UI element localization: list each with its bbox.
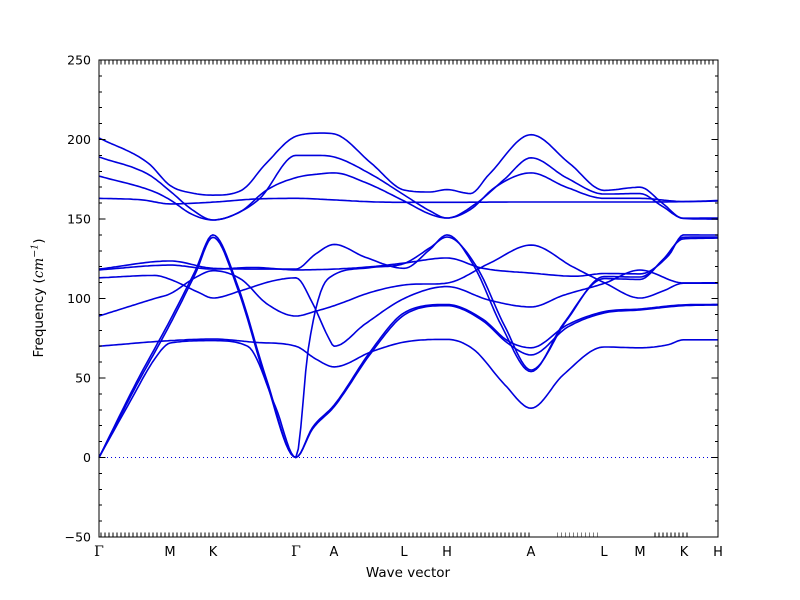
band-3-line [98, 236, 718, 459]
x-tick-label-8-L: L [600, 545, 608, 560]
x-tick-label-9-M: M [634, 545, 645, 560]
band-4-line [98, 338, 718, 409]
band-1-line [98, 236, 719, 459]
band-10-line [98, 172, 718, 221]
x-tick-label-2-K: K [209, 545, 218, 560]
y-tick-label-200: 200 [67, 132, 91, 147]
band-8-line [98, 234, 718, 373]
band-7-line [98, 234, 719, 277]
y-tick-label-50: 50 [75, 371, 91, 386]
x-tick-label-1-M: M [164, 545, 175, 560]
x-axis-label: Wave vector [365, 565, 451, 581]
y-tick-label-0: 0 [83, 450, 91, 465]
x-tick-label-5-L: L [400, 545, 408, 560]
band-12-line [98, 132, 719, 220]
y-tick-label-100: 100 [67, 291, 91, 306]
x-tick-label-11-H: H [713, 545, 723, 560]
x-tick-label-7-A: A [527, 545, 536, 560]
band-2-line [98, 234, 718, 459]
x-tick-label-3-gamma: Γ [291, 544, 301, 560]
y-axis-label: Frequency (cm−1) [29, 238, 47, 358]
axes-frame [98, 59, 719, 538]
y-tick-label-150: 150 [67, 212, 91, 227]
x-tick-label-10-K: K [680, 545, 689, 560]
x-tick-label-6-H: H [442, 545, 452, 560]
y-tick-label--50: −50 [65, 530, 91, 545]
y-tick-label-250: 250 [67, 53, 91, 68]
band-5-line [98, 244, 718, 317]
x-tick-label-4-A: A [330, 545, 339, 560]
x-tick-label-0-gamma: Γ [94, 544, 104, 560]
band-11-line [98, 154, 719, 221]
